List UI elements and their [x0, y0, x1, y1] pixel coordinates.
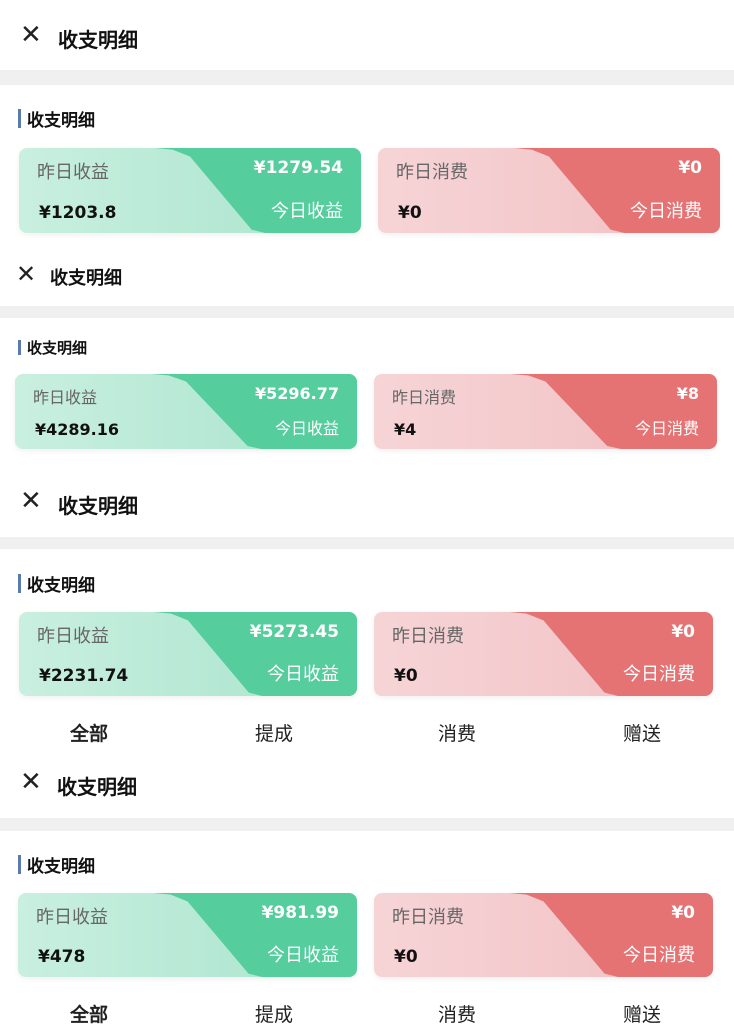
close-icon[interactable]: ✕: [16, 260, 37, 288]
expense-card: 昨日消费 ¥0 ¥0 今日消费: [374, 612, 713, 696]
section-divider: [0, 818, 734, 831]
income-card: 昨日收益 ¥2231.74 ¥5273.45 今日收益: [19, 612, 357, 696]
expense-today-value: ¥0: [671, 903, 695, 923]
expense-yesterday-label: 昨日消费: [392, 626, 464, 647]
income-today-value: ¥981.99: [261, 903, 339, 923]
income-today-label: 今日收益: [274, 419, 339, 438]
expense-today-label: 今日消费: [630, 201, 702, 222]
section-divider: [0, 537, 734, 549]
close-icon[interactable]: ✕: [20, 20, 42, 50]
tab-gift[interactable]: 赠送: [622, 723, 662, 745]
expense-yesterday-label: 昨日消费: [392, 907, 464, 928]
income-yesterday-label: 昨日收益: [36, 907, 108, 928]
income-yesterday-value: ¥1203.8: [39, 203, 117, 223]
section-title: 收支明细: [18, 852, 95, 877]
income-today-value: ¥5273.45: [249, 622, 339, 642]
expense-card: 昨日消费 ¥4 ¥8 今日消费: [374, 374, 717, 449]
tab-all[interactable]: 全部: [69, 723, 109, 745]
page-title: 收支明细: [57, 775, 137, 799]
page-title: 收支明细: [50, 268, 122, 289]
expense-today-label: 今日消费: [623, 945, 695, 966]
section-title: 收支明细: [18, 106, 95, 131]
income-today-label: 今日收益: [267, 945, 339, 966]
expense-card: 昨日消费 ¥0 ¥0 今日消费: [374, 893, 713, 977]
page-title: 收支明细: [58, 494, 138, 518]
income-yesterday-value: ¥4289.16: [35, 420, 120, 439]
income-yesterday-value: ¥2231.74: [39, 666, 129, 686]
tab-all[interactable]: 全部: [69, 1004, 109, 1026]
page-title: 收支明细: [58, 28, 138, 52]
income-card: 昨日收益 ¥478 ¥981.99 今日收益: [18, 893, 357, 977]
expense-yesterday-label: 昨日消费: [396, 162, 468, 183]
expense-yesterday-value: ¥0: [394, 947, 418, 967]
income-yesterday-label: 昨日收益: [33, 388, 98, 407]
close-icon[interactable]: ✕: [20, 486, 42, 516]
expense-card: 昨日消费 ¥0 ¥0 今日消费: [378, 148, 720, 233]
tab-commission[interactable]: 提成: [254, 1004, 294, 1026]
tab-commission[interactable]: 提成: [254, 723, 294, 745]
section-title: 收支明细: [18, 571, 95, 596]
income-yesterday-value: ¥478: [38, 947, 86, 967]
income-card: 昨日收益 ¥1203.8 ¥1279.54 今日收益: [19, 148, 361, 233]
tab-consumption[interactable]: 消费: [437, 723, 477, 745]
expense-yesterday-value: ¥4: [394, 420, 417, 439]
income-today-label: 今日收益: [271, 201, 343, 222]
expense-today-label: 今日消费: [623, 664, 695, 685]
expense-yesterday-label: 昨日消费: [392, 388, 457, 407]
income-today-label: 今日收益: [267, 664, 339, 685]
expense-today-value: ¥8: [676, 384, 699, 403]
expense-today-value: ¥0: [671, 622, 695, 642]
income-today-value: ¥1279.54: [253, 158, 343, 178]
expense-yesterday-value: ¥0: [394, 666, 418, 686]
tab-consumption[interactable]: 消费: [437, 1004, 477, 1026]
tab-gift[interactable]: 赠送: [622, 1004, 662, 1026]
income-yesterday-label: 昨日收益: [37, 626, 109, 647]
income-card: 昨日收益 ¥4289.16 ¥5296.77 今日收益: [15, 374, 357, 449]
income-yesterday-label: 昨日收益: [37, 162, 109, 183]
close-icon[interactable]: ✕: [20, 767, 42, 797]
expense-yesterday-value: ¥0: [398, 203, 422, 223]
section-divider: [0, 306, 734, 318]
expense-today-value: ¥0: [678, 158, 702, 178]
section-divider: [0, 70, 734, 85]
section-title: 收支明细: [18, 337, 87, 358]
income-today-value: ¥5296.77: [254, 384, 339, 403]
expense-today-label: 今日消费: [634, 419, 699, 438]
